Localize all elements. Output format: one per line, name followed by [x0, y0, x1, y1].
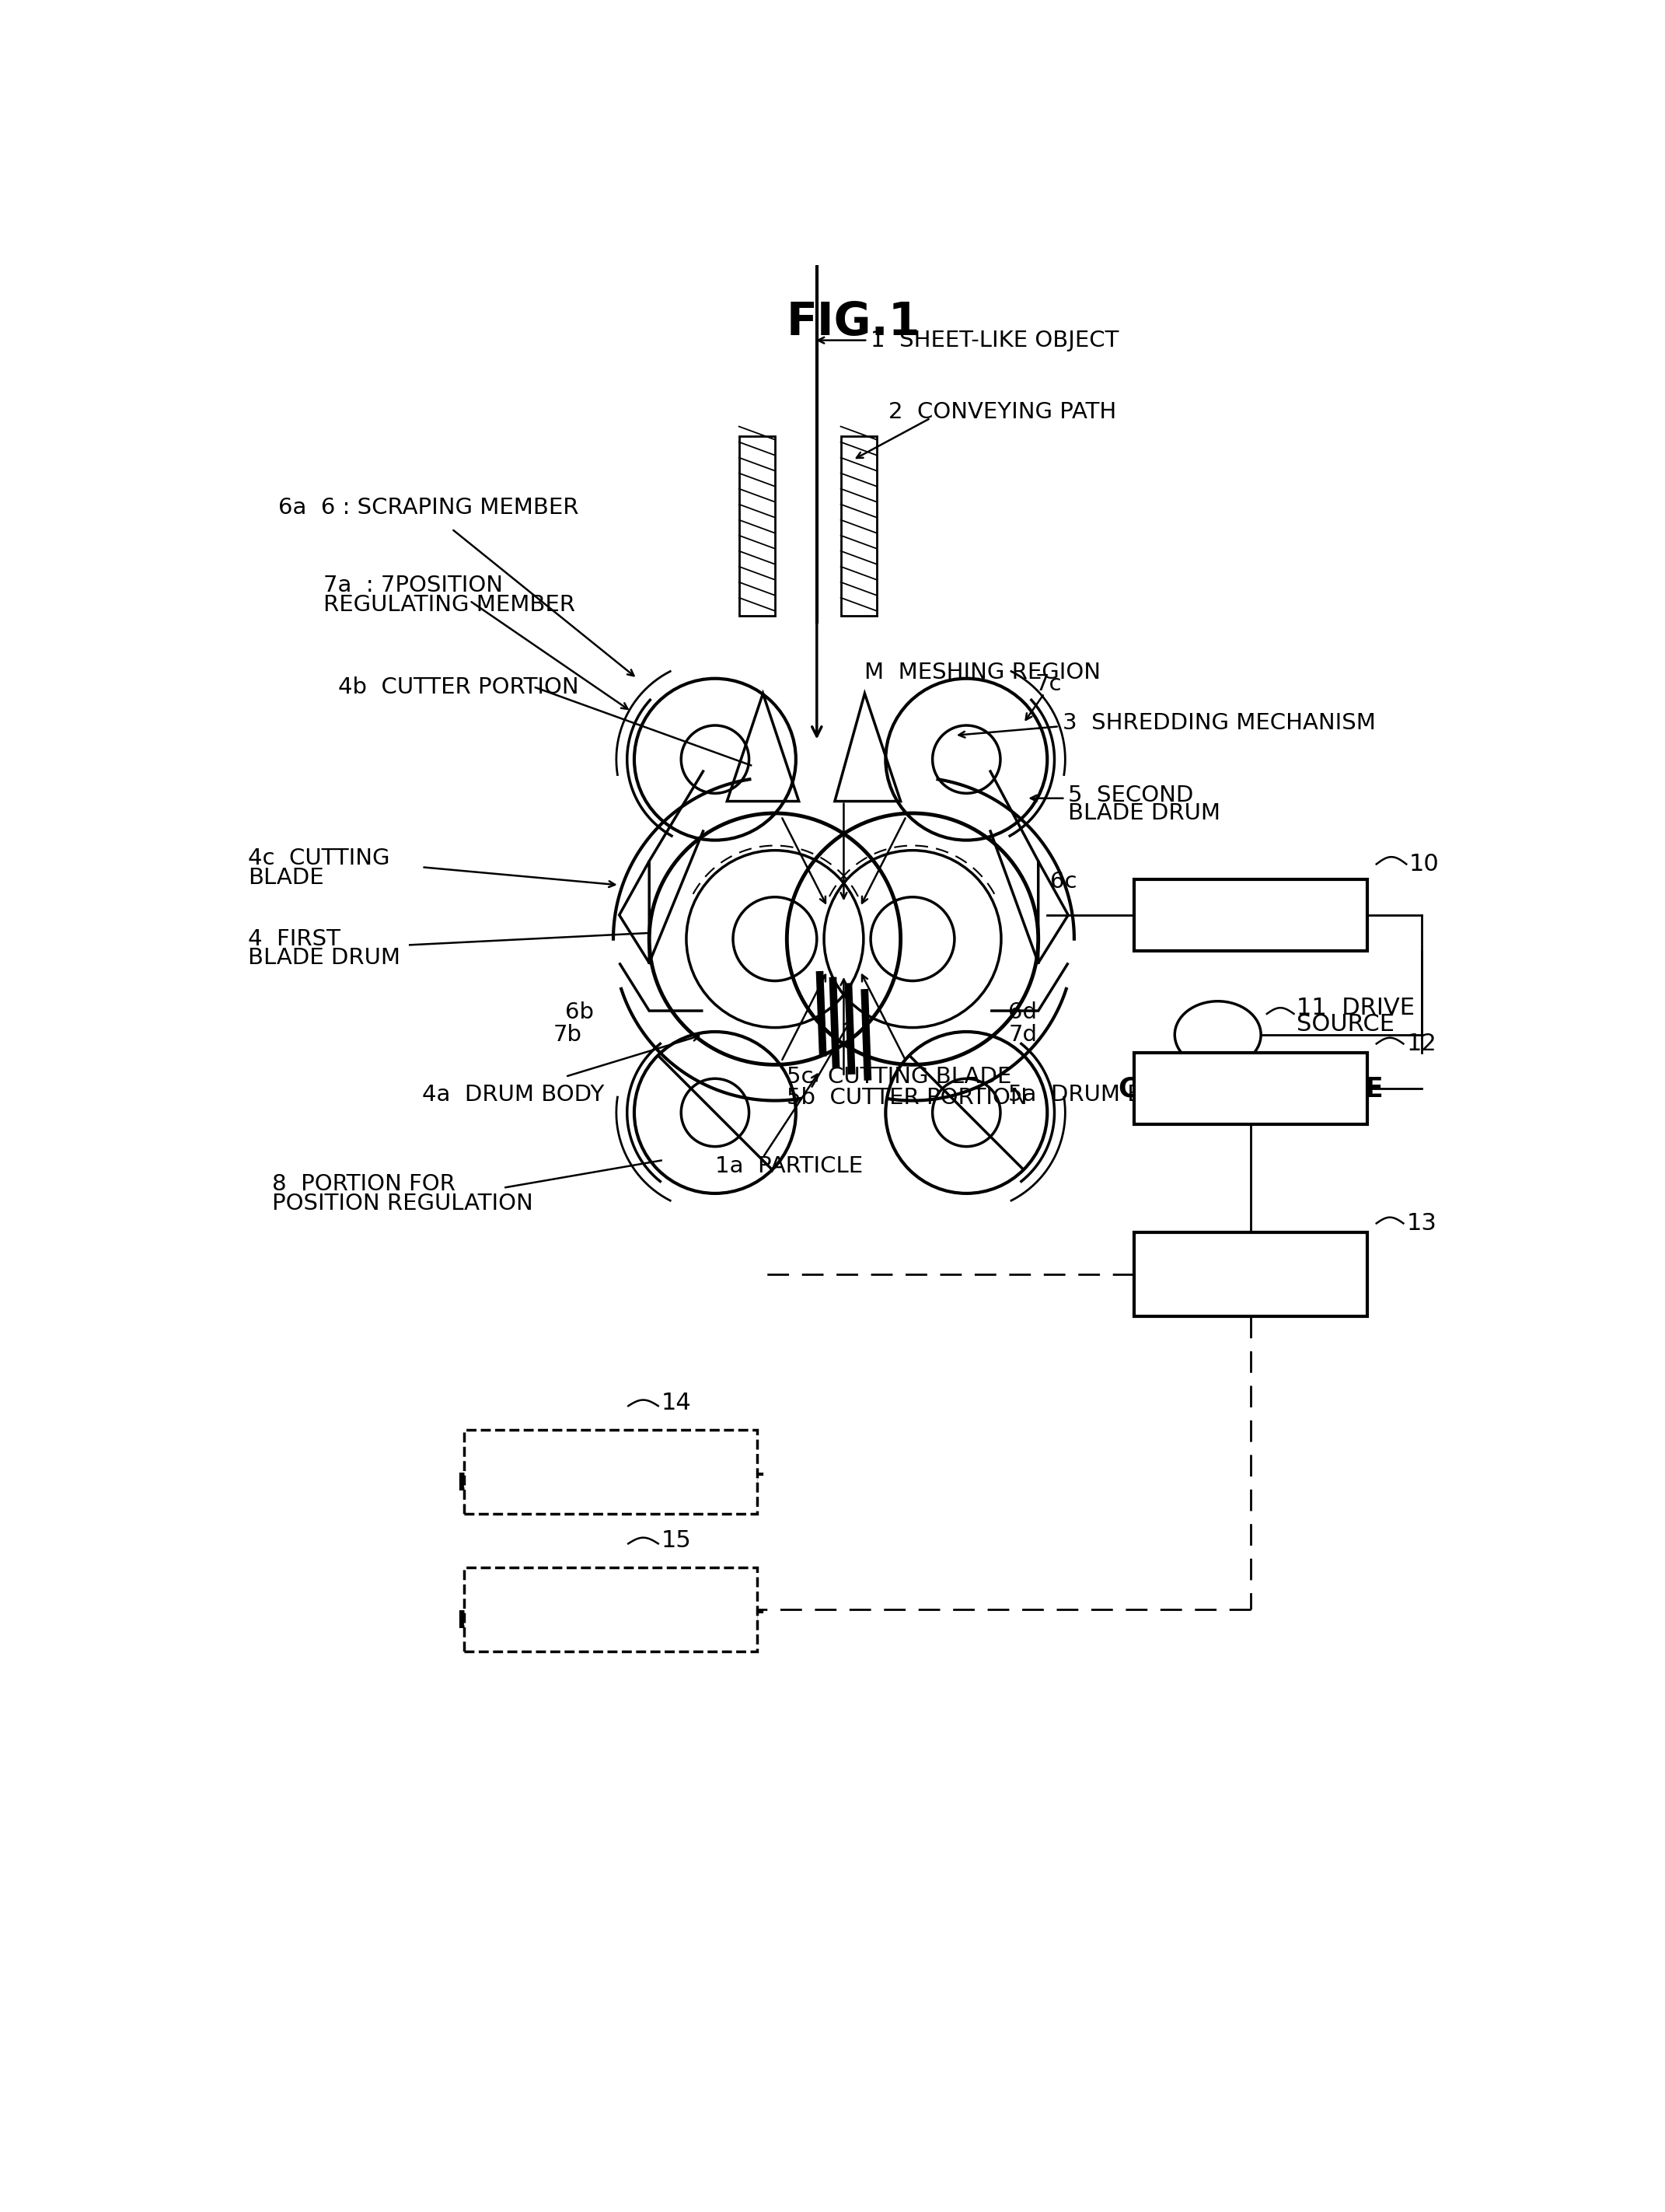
Text: 13: 13	[1407, 1212, 1437, 1234]
Text: 8  PORTION FOR: 8 PORTION FOR	[271, 1175, 456, 1194]
Bar	[463, 1429, 758, 1513]
Text: 14: 14	[661, 1391, 691, 1413]
Text: M  MESHING REGION: M MESHING REGION	[864, 661, 1101, 684]
Text: DETERMINATION: DETERMINATION	[1131, 1250, 1372, 1276]
Text: 5a  DRUM BODY: 5a DRUM BODY	[1009, 1084, 1190, 1106]
Text: 5c  CUTTING BLADE: 5c CUTTING BLADE	[788, 1066, 1012, 1088]
Text: 7a  : 7POSITION: 7a : 7POSITION	[323, 575, 503, 597]
Bar	[841, 436, 877, 615]
Text: BLADE: BLADE	[248, 867, 325, 889]
Text: CONTROL DEVICE: CONTROL DEVICE	[1119, 1075, 1384, 1102]
Text: 4a  DRUM BODY: 4a DRUM BODY	[421, 1084, 604, 1106]
Text: CLEANING MODE: CLEANING MODE	[493, 1586, 728, 1610]
Text: 3  SHREDDING MECHANISM: 3 SHREDDING MECHANISM	[1062, 712, 1375, 734]
Text: 5  SECOND: 5 SECOND	[1069, 785, 1194, 805]
Text: REGULATING MEMBER: REGULATING MEMBER	[323, 595, 574, 615]
Text: 6b: 6b	[566, 1002, 594, 1022]
Text: 6d: 6d	[1009, 1002, 1037, 1022]
Text: 2  CONVEYING PATH: 2 CONVEYING PATH	[889, 400, 1117, 422]
Bar	[1134, 878, 1367, 951]
Text: 12: 12	[1407, 1033, 1437, 1055]
Ellipse shape	[1175, 1002, 1260, 1068]
Text: 6a  6 : SCRAPING MEMBER: 6a 6 : SCRAPING MEMBER	[278, 498, 578, 520]
Text: 11  DRIVE: 11 DRIVE	[1297, 998, 1415, 1020]
Text: M: M	[1204, 1022, 1232, 1048]
Text: UNIT: UNIT	[1215, 1272, 1285, 1298]
Text: MAINTENANCE: MAINTENANCE	[508, 1447, 713, 1471]
Text: 1a  PARTICLE: 1a PARTICLE	[714, 1155, 862, 1177]
Text: 6c: 6c	[1051, 872, 1077, 894]
Text: DRIVE DEVICE: DRIVE DEVICE	[1144, 902, 1357, 929]
Bar	[463, 1568, 758, 1652]
Text: 10: 10	[1409, 854, 1440, 876]
Text: 7c: 7c	[1036, 675, 1062, 695]
Text: 15: 15	[661, 1528, 691, 1553]
Text: DETERMINATION UNIT: DETERMINATION UNIT	[458, 1610, 764, 1632]
Text: BLADE DRUM: BLADE DRUM	[1069, 803, 1220, 825]
Text: BLADE DRUM: BLADE DRUM	[248, 947, 401, 969]
Text: SOURCE: SOURCE	[1297, 1013, 1395, 1035]
Text: POSITION REGULATION: POSITION REGULATION	[271, 1192, 533, 1214]
Text: 4  FIRST: 4 FIRST	[248, 929, 341, 949]
Text: 4c  CUTTING: 4c CUTTING	[248, 847, 390, 869]
Text: 5b  CUTTER PORTION: 5b CUTTER PORTION	[788, 1086, 1027, 1108]
Text: 1  SHEET-LIKE OBJECT: 1 SHEET-LIKE OBJECT	[871, 330, 1119, 352]
Bar	[1134, 1053, 1367, 1124]
Text: 7d: 7d	[1009, 1024, 1037, 1046]
Text: FIG.1: FIG.1	[786, 301, 921, 345]
Bar	[1134, 1232, 1367, 1316]
Text: 7b: 7b	[553, 1024, 583, 1046]
Bar	[739, 436, 774, 615]
Text: DETERMINATION UNIT: DETERMINATION UNIT	[458, 1471, 764, 1495]
Text: 4b  CUTTER PORTION: 4b CUTTER PORTION	[338, 677, 579, 699]
